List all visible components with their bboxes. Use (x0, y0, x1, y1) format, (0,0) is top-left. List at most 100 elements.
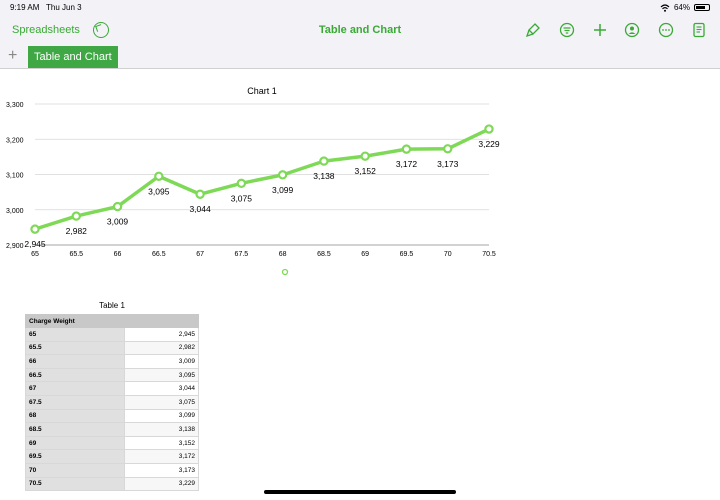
data-label: 3,173 (437, 159, 459, 169)
add-icon[interactable] (591, 21, 609, 39)
x-tick-label: 65.5 (69, 251, 83, 258)
toolbar: Spreadsheets Table and Chart (0, 14, 720, 46)
data-label: 3,172 (396, 159, 418, 169)
data-point (401, 144, 412, 154)
data-point (443, 144, 453, 154)
status-bar: 9:19 AM Thu Jun 3 64% (0, 0, 720, 14)
sheet-tabs-bar: + Table and Chart (0, 46, 720, 68)
table-row-header-cell[interactable]: 67.5 (24, 394, 126, 410)
y-tick-label: 2,900 (6, 243, 24, 250)
table-value-cell[interactable]: 3,172 (124, 449, 199, 464)
table-value-cell[interactable]: 3,138 (124, 422, 199, 437)
data-label: 3,044 (189, 204, 211, 214)
table-row: 65.5 2,982 (24, 340, 199, 356)
data-point (71, 211, 81, 221)
x-tick-label: 69 (361, 251, 369, 258)
table-row: 66 3,009 (24, 354, 199, 369)
table-row: 65 2,945 (24, 327, 199, 342)
table-row-header-cell[interactable]: 65.5 (24, 340, 126, 356)
add-sheet-icon[interactable]: + (8, 47, 18, 64)
data-table[interactable]: Charge Weight 65 2,945 65.5 2,982 66 3,009 66.… (24, 314, 199, 492)
table-value-cell[interactable]: 3,075 (124, 394, 199, 410)
table-value-cell[interactable]: 3,152 (124, 435, 199, 451)
x-tick-label: 67 (196, 251, 204, 258)
data-point (30, 224, 40, 234)
table-row-header-cell[interactable]: 69.5 (24, 449, 126, 464)
data-label: 2,945 (24, 239, 46, 249)
table-header-row: Charge Weight (25, 314, 199, 328)
battery-percent: 64% (673, 3, 690, 12)
table-row: 66.5 3,095 (24, 367, 199, 383)
series-line (34, 127, 490, 231)
table-row-header-cell[interactable]: 69 (24, 435, 126, 451)
x-tick-label: 70.5 (482, 251, 496, 258)
undo-icon[interactable] (93, 22, 109, 38)
table-row: 68 3,099 (24, 408, 199, 424)
document-icon[interactable] (690, 21, 708, 39)
data-label: 2,982 (66, 226, 88, 236)
data-point (112, 201, 123, 212)
home-indicator (264, 490, 456, 494)
table-row-header-cell[interactable]: 70.5 (24, 476, 126, 492)
status-time: 9:19 AM (10, 3, 40, 12)
document-title: Table and Chart (318, 24, 402, 36)
table-row: 69 3,152 (24, 435, 199, 451)
chart-resize-handle (281, 268, 289, 276)
status-date: Thu Jun 3 (46, 3, 82, 12)
data-label: 3,075 (231, 193, 253, 203)
data-label: 3,099 (272, 185, 294, 195)
sheet-canvas: Chart 1 2,900 3,000 3,100 3,200 3,300 65 65.5 6… (0, 68, 720, 500)
table-value-cell[interactable]: 2,982 (124, 340, 199, 356)
table-row: 69.5 3,172 (24, 449, 199, 464)
status-right: 64% (660, 3, 710, 12)
filter-icon[interactable] (558, 21, 576, 39)
data-label: 3,229 (478, 139, 500, 149)
data-label: 3,138 (313, 171, 335, 181)
line-chart[interactable]: 2,900 3,000 3,100 3,200 3,300 65 65.5 66 66.5 67 6… (0, 69, 720, 279)
chart-title[interactable]: Chart 1 (247, 86, 277, 96)
more-icon[interactable] (657, 21, 675, 39)
spreadsheets-back-button[interactable]: Spreadsheets (12, 24, 80, 36)
x-tick-label: 66.5 (152, 251, 166, 258)
table-header-charge-weight[interactable]: Charge Weight (25, 314, 199, 328)
data-label: 3,152 (355, 166, 377, 176)
wifi-icon (660, 3, 670, 12)
data-point (277, 170, 288, 180)
table-value-cell[interactable]: 3,009 (124, 354, 199, 369)
table-row-header-cell[interactable]: 68 (24, 408, 126, 424)
data-label: 3,095 (148, 186, 170, 196)
data-label: 3,009 (107, 217, 129, 227)
table-row: 68.5 3,138 (24, 422, 199, 437)
table-value-cell[interactable]: 3,229 (124, 476, 199, 492)
battery-icon (694, 4, 710, 11)
table-row: 67 3,044 (24, 381, 199, 396)
table-value-cell[interactable]: 3,173 (124, 462, 199, 478)
table-value-cell[interactable]: 3,095 (124, 367, 199, 383)
table-title[interactable]: Table 1 (99, 301, 125, 310)
battery-fill (696, 6, 705, 9)
table-row-header-cell[interactable]: 66 (24, 354, 126, 369)
table-row: 70.5 3,229 (24, 476, 199, 492)
y-tick-label: 3,000 (6, 208, 24, 215)
x-tick-label: 65 (31, 251, 39, 258)
data-point (236, 178, 247, 189)
table-row: 70 3,173 (24, 462, 199, 478)
table-row-header-cell[interactable]: 65 (24, 327, 126, 342)
table-row-header-cell[interactable]: 68.5 (24, 422, 126, 437)
table-value-cell[interactable]: 2,945 (124, 327, 199, 342)
table-value-cell[interactable]: 3,044 (124, 381, 199, 396)
y-tick-label: 3,100 (6, 173, 24, 180)
format-brush-icon[interactable] (524, 21, 542, 39)
table-row-header-cell[interactable]: 67 (24, 381, 126, 396)
x-tick-label: 67.5 (235, 251, 249, 258)
collaborate-icon[interactable] (623, 21, 641, 39)
data-point (319, 156, 329, 166)
table-row-header-cell[interactable]: 66.5 (24, 367, 126, 383)
x-tick-label: 70 (444, 251, 452, 258)
table-value-cell[interactable]: 3,099 (124, 408, 199, 424)
table-row-header-cell[interactable]: 70 (24, 462, 126, 478)
sheet-tab-table-and-chart[interactable]: Table and Chart (28, 46, 118, 68)
data-point (154, 171, 164, 181)
y-tick-label: 3,200 (6, 137, 24, 144)
x-tick-label: 66 (114, 251, 122, 258)
